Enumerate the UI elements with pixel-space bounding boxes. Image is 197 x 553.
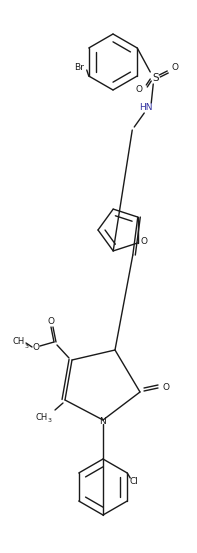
Text: S: S: [152, 73, 159, 83]
Text: O: O: [163, 383, 169, 392]
Text: O: O: [140, 237, 147, 247]
Text: CH: CH: [13, 336, 25, 346]
Text: O: O: [47, 317, 55, 326]
Text: HN: HN: [139, 103, 153, 112]
Text: 3: 3: [25, 343, 29, 348]
Text: O: O: [172, 64, 179, 72]
Text: Br: Br: [74, 64, 84, 72]
Text: N: N: [100, 418, 106, 426]
Text: O: O: [136, 86, 143, 95]
Text: 3: 3: [48, 419, 52, 424]
Text: O: O: [33, 342, 40, 352]
Text: Cl: Cl: [130, 477, 139, 486]
Text: CH: CH: [36, 413, 48, 421]
